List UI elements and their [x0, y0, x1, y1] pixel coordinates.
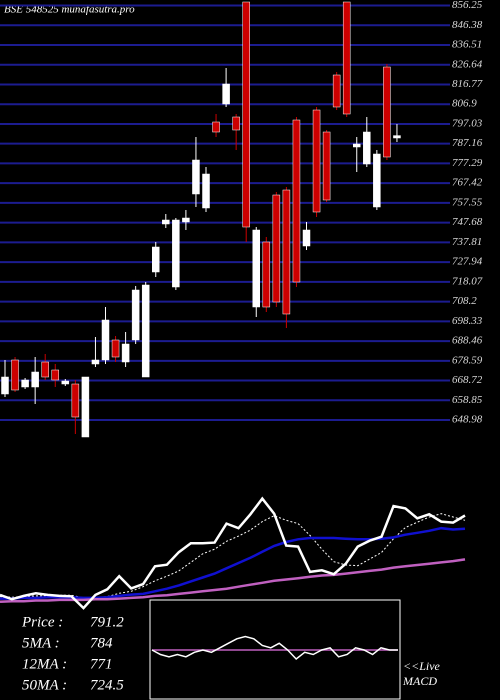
- candle-body: [61, 380, 70, 385]
- candle-body: [242, 1, 250, 228]
- candle-body: [162, 219, 170, 225]
- candle-body: [282, 189, 291, 315]
- candle-body: [393, 135, 401, 139]
- candle-body: [373, 153, 381, 208]
- candle-body: [302, 229, 311, 247]
- y-tick-label: 747.68: [452, 216, 483, 228]
- macd-line: [151, 635, 398, 661]
- candle-body: [222, 83, 230, 105]
- candle-body: [262, 241, 271, 308]
- macd-frame: [149, 599, 401, 700]
- price-line: [0, 496, 466, 610]
- y-tick-label: 836.51: [452, 39, 482, 51]
- candle-body: [232, 116, 240, 131]
- candle-body: [212, 121, 220, 133]
- candle-body: [332, 74, 341, 108]
- candle-body: [71, 383, 80, 418]
- candle-body: [31, 371, 39, 388]
- candle-body: [292, 119, 301, 283]
- candle-body: [121, 343, 130, 363]
- candle-body: [11, 359, 19, 391]
- ma-line: [0, 558, 466, 604]
- stat-label: 12MA :: [22, 656, 67, 672]
- y-tick-label: 668.72: [452, 374, 483, 386]
- candle-body: [202, 173, 210, 209]
- candle-body: [1, 376, 9, 395]
- candle-body: [91, 359, 100, 365]
- stat-label: 5MA :: [22, 635, 60, 651]
- stat-label: Price :: [21, 614, 63, 630]
- y-tick-label: 648.98: [452, 414, 483, 426]
- stat-value: 791.2: [90, 614, 124, 630]
- y-tick-label: 787.16: [452, 137, 483, 149]
- candle-body: [51, 369, 59, 381]
- candle-body: [272, 194, 281, 303]
- y-tick-label: 806.9: [452, 98, 477, 110]
- macd-label: MACD: [402, 674, 437, 688]
- y-tick-label: 737.81: [452, 236, 482, 248]
- candle-body: [322, 131, 331, 201]
- stat-value: 784: [90, 635, 113, 651]
- candle-body: [182, 217, 190, 223]
- stat-label: 50MA :: [22, 677, 67, 693]
- chart-title: BSE 548525 munafasutra.pro: [4, 4, 135, 16]
- y-tick-label: 718.07: [452, 275, 483, 287]
- y-tick-label: 678.59: [452, 354, 483, 366]
- candle-body: [383, 66, 391, 158]
- candle-body: [342, 1, 351, 115]
- candle-body: [81, 376, 90, 438]
- candle-body: [172, 219, 180, 288]
- y-tick-label: 767.42: [452, 177, 483, 189]
- macd-live: <<Live: [403, 659, 441, 673]
- candle-body: [131, 289, 140, 341]
- stat-value: 724.5: [90, 677, 124, 693]
- candle-body: [141, 284, 150, 378]
- y-tick-label: 698.33: [452, 315, 483, 327]
- y-tick-label: 757.55: [452, 196, 483, 208]
- candle-body: [192, 159, 200, 195]
- y-tick-label: 777.29: [452, 157, 483, 169]
- candle-body: [252, 229, 260, 308]
- candle-body: [152, 246, 160, 273]
- candle-body: [101, 319, 110, 361]
- candle-body: [111, 339, 120, 358]
- y-tick-label: 846.38: [452, 19, 483, 31]
- y-tick-label: 708.2: [452, 295, 477, 307]
- y-tick-label: 797.03: [452, 117, 483, 129]
- y-tick-label: 688.46: [452, 335, 483, 347]
- ma-line: [0, 526, 466, 600]
- y-tick-label: 816.77: [452, 78, 483, 90]
- y-tick-label: 826.64: [452, 58, 483, 70]
- candle-body: [21, 379, 29, 388]
- candle-body: [312, 109, 321, 213]
- candle-body: [363, 131, 371, 165]
- candle-body: [41, 361, 49, 378]
- y-tick-label: 727.94: [452, 256, 483, 268]
- stat-value: 771: [90, 656, 113, 672]
- y-tick-label: 856.25: [452, 0, 483, 11]
- candle-body: [353, 143, 361, 148]
- y-tick-label: 658.85: [452, 394, 483, 406]
